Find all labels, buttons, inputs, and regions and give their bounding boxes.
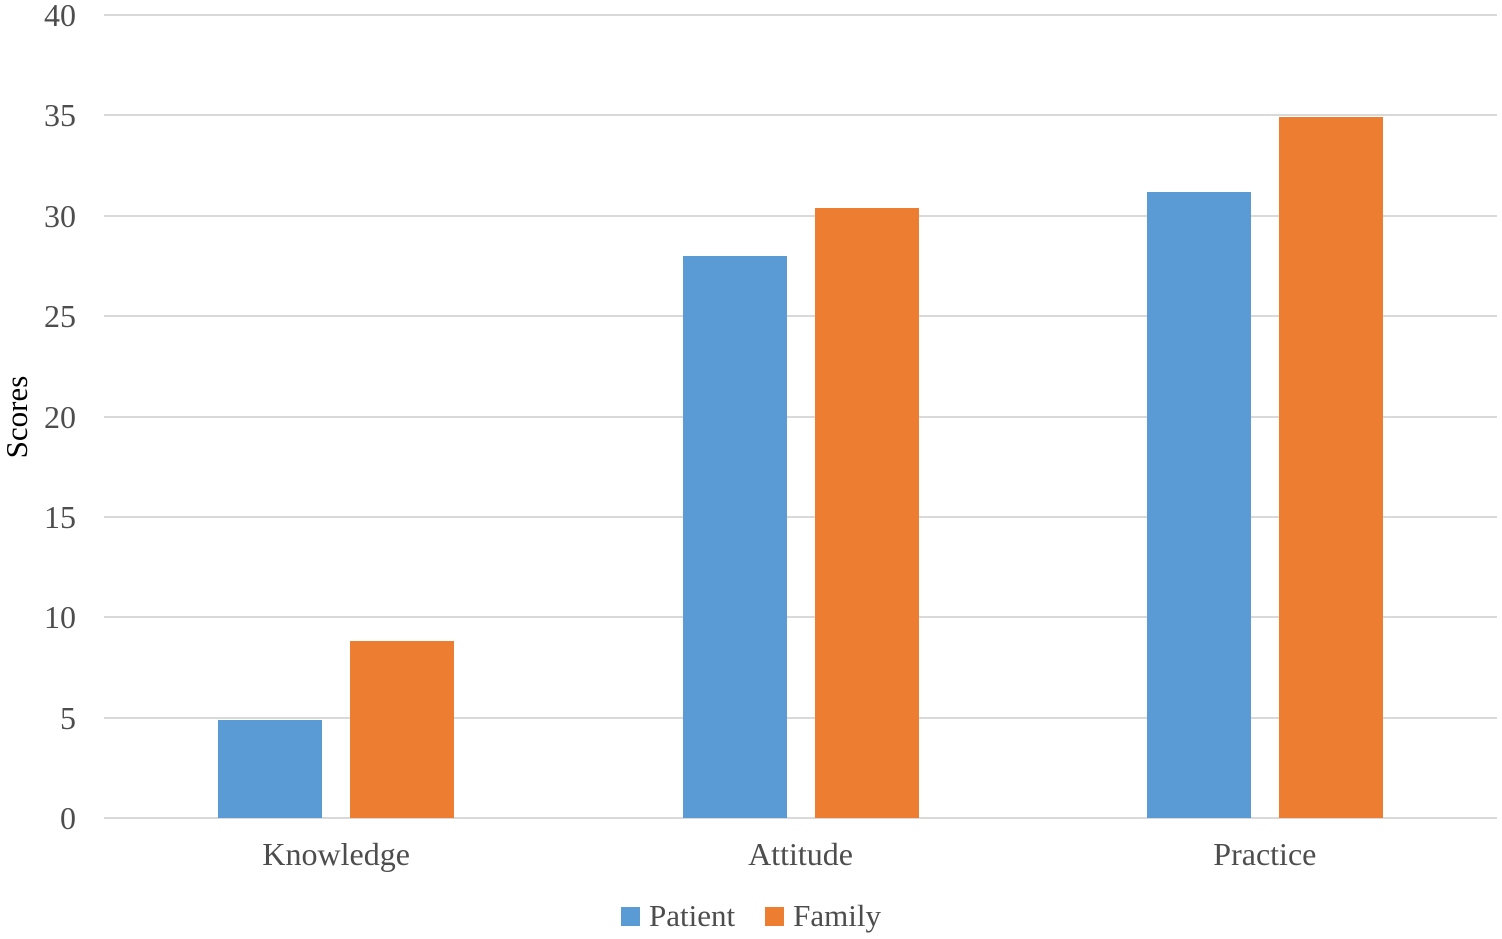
bar-family-practice bbox=[1278, 117, 1383, 818]
legend-item-family: Family bbox=[765, 898, 881, 934]
y-axis-title: Scores bbox=[0, 375, 34, 459]
gridline bbox=[104, 214, 1497, 217]
x-axis-line bbox=[104, 817, 1497, 819]
y-tick-label: 5 bbox=[60, 699, 76, 736]
legend-swatch-patient bbox=[621, 906, 641, 926]
category-label: Knowledge bbox=[262, 836, 410, 872]
y-tick-label: 25 bbox=[44, 298, 76, 335]
gridline bbox=[104, 315, 1497, 318]
category-label: Practice bbox=[1213, 836, 1317, 872]
gridline bbox=[104, 415, 1497, 418]
y-tick-label: 30 bbox=[44, 197, 76, 234]
legend-item-patient: Patient bbox=[621, 898, 735, 934]
y-tick-label: 35 bbox=[44, 97, 76, 134]
gridline bbox=[104, 515, 1497, 518]
legend-label: Patient bbox=[649, 898, 736, 933]
gridline bbox=[104, 716, 1497, 719]
y-tick-label: 20 bbox=[44, 398, 76, 435]
bar-patient-attitude bbox=[682, 255, 787, 818]
category-label: Attitude bbox=[748, 836, 853, 872]
bar-family-attitude bbox=[814, 207, 919, 818]
y-tick-label: 15 bbox=[44, 498, 76, 535]
bar-patient-knowledge bbox=[218, 719, 323, 818]
gridline bbox=[104, 114, 1497, 117]
legend-label: Family bbox=[793, 898, 881, 933]
bar-patient-practice bbox=[1146, 191, 1251, 818]
y-tick-label: 40 bbox=[44, 0, 76, 33]
bar-family-knowledge bbox=[350, 641, 455, 818]
legend-swatch-family bbox=[765, 906, 785, 926]
gridline bbox=[104, 616, 1497, 619]
gridline bbox=[104, 14, 1497, 16]
y-tick-label: 10 bbox=[44, 599, 76, 636]
legend: Patient Family bbox=[0, 898, 1502, 934]
y-tick-label: 0 bbox=[60, 800, 76, 836]
